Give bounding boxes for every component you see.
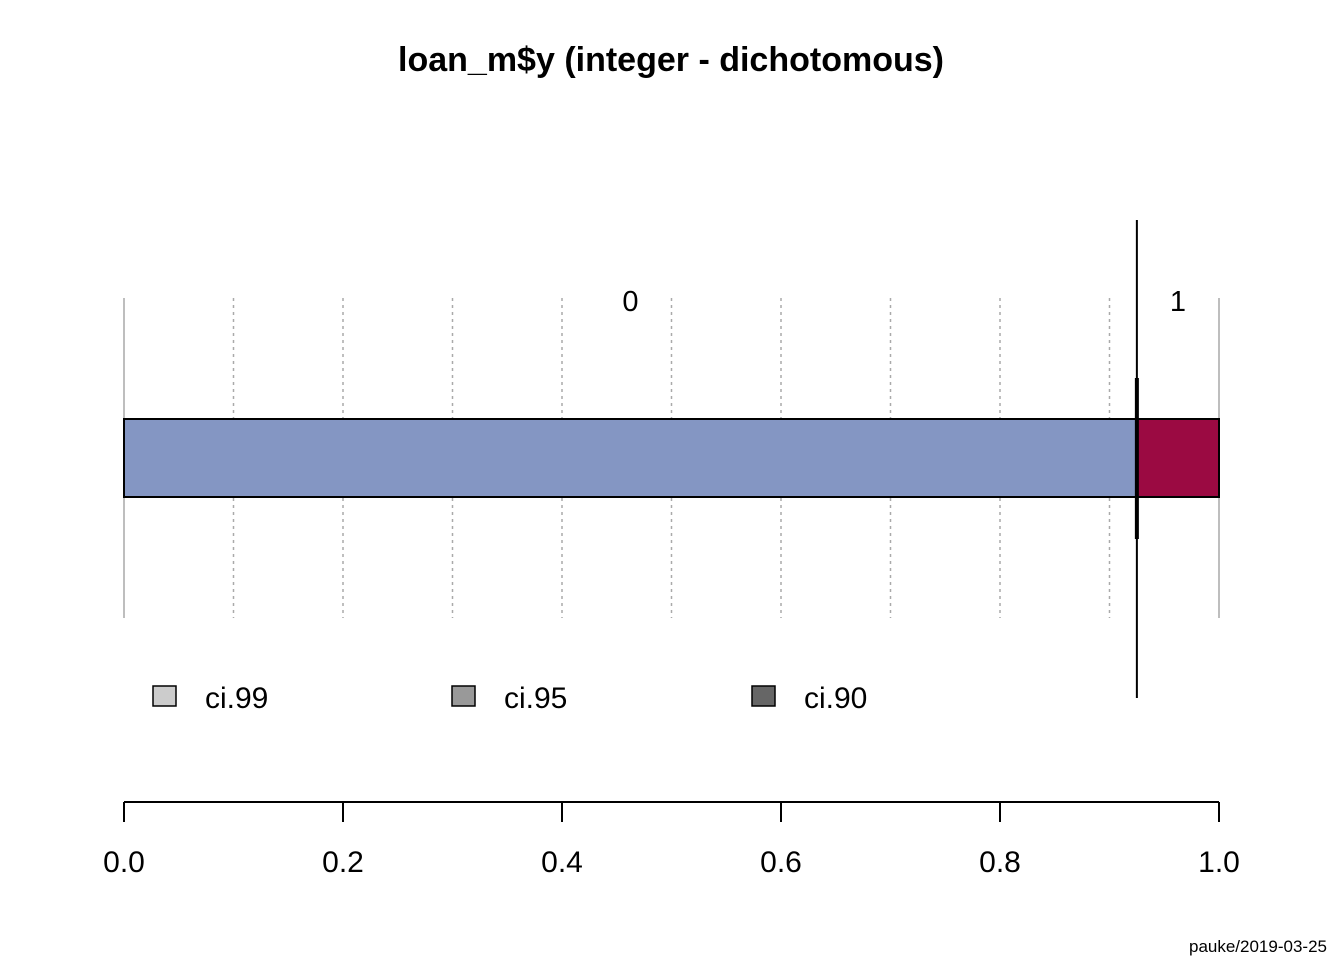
footer-credit: pauke/2019-03-25 (1189, 937, 1327, 956)
tick-label: 0.6 (760, 846, 802, 879)
legend-swatch (451, 685, 476, 707)
legend-label: ci.90 (804, 682, 867, 715)
x-axis: 0.0 0.2 0.4 0.6 0.8 1.0 (103, 801, 1240, 879)
bars (123, 418, 1220, 498)
legend-swatch (751, 685, 776, 707)
legend: ci.99 ci.95 ci.90 (152, 682, 867, 715)
tick-label: 0.4 (541, 846, 583, 879)
bar-segment (1135, 418, 1220, 498)
legend-label: ci.99 (205, 682, 268, 715)
category-label: 0 (622, 286, 638, 318)
bar-segment (123, 418, 1138, 498)
legend-label: ci.95 (504, 682, 567, 715)
grid-lines (123, 298, 1220, 618)
tick-label: 0.2 (322, 846, 364, 879)
tick-label: 1.0 (1198, 846, 1240, 879)
chart-title: loan_m$y (integer - dichotomous) (398, 41, 944, 79)
tick-label: 0.0 (103, 846, 145, 879)
category-label: 1 (1170, 286, 1186, 318)
legend-swatch (152, 685, 177, 707)
tick-label: 0.8 (979, 846, 1021, 879)
